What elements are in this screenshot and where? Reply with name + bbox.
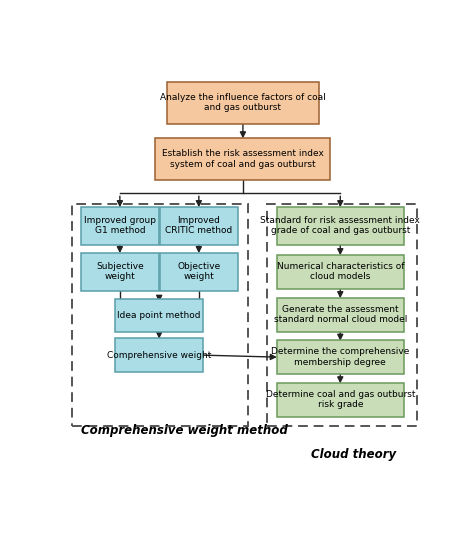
FancyBboxPatch shape: [160, 253, 237, 291]
Text: Generate the assessment
standard normal cloud model: Generate the assessment standard normal …: [273, 305, 407, 324]
Text: Numerical characteristics of
cloud models: Numerical characteristics of cloud model…: [276, 262, 404, 281]
FancyBboxPatch shape: [277, 207, 404, 244]
FancyBboxPatch shape: [277, 383, 404, 417]
Text: Objective
weight: Objective weight: [177, 262, 220, 281]
Text: Cloud theory: Cloud theory: [311, 448, 396, 461]
Text: Determine coal and gas outburst
risk grade: Determine coal and gas outburst risk gra…: [265, 390, 415, 409]
FancyBboxPatch shape: [166, 81, 319, 124]
FancyBboxPatch shape: [115, 299, 203, 332]
FancyBboxPatch shape: [160, 207, 237, 244]
FancyBboxPatch shape: [155, 138, 330, 180]
FancyBboxPatch shape: [277, 255, 404, 288]
Text: Establish the risk assessment index
system of coal and gas outburst: Establish the risk assessment index syst…: [162, 149, 324, 169]
Text: Standard for risk assessment index
grade of coal and gas outburst: Standard for risk assessment index grade…: [260, 216, 420, 235]
Text: Analyze the influence factors of coal
and gas outburst: Analyze the influence factors of coal an…: [160, 93, 326, 112]
FancyBboxPatch shape: [277, 298, 404, 332]
Text: Improved
CRITIC method: Improved CRITIC method: [165, 216, 232, 235]
Bar: [267, 204, 418, 426]
Text: Subjective
weight: Subjective weight: [96, 262, 144, 281]
FancyBboxPatch shape: [81, 207, 159, 244]
Text: Determine the comprehensive
membership degree: Determine the comprehensive membership d…: [271, 347, 410, 367]
FancyBboxPatch shape: [115, 338, 203, 372]
FancyBboxPatch shape: [277, 340, 404, 374]
Bar: [72, 204, 248, 426]
Text: Comprehensive weight method: Comprehensive weight method: [81, 424, 287, 437]
Text: Improved group
G1 method: Improved group G1 method: [84, 216, 156, 235]
Text: Comprehensive weight: Comprehensive weight: [107, 351, 211, 359]
Text: Idea point method: Idea point method: [118, 311, 201, 320]
FancyBboxPatch shape: [81, 253, 159, 291]
